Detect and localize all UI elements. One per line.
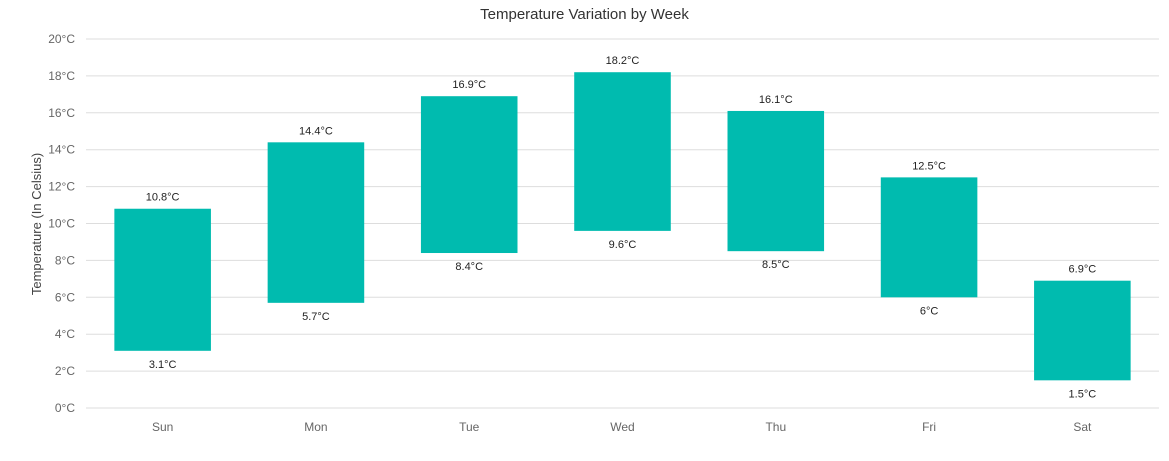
x-category-label: Mon — [304, 420, 327, 434]
high-value-label: 6.9°C — [1069, 264, 1097, 276]
x-category-label: Fri — [922, 420, 936, 434]
y-axis: 0°C 2°C 4°C 6°C 8°C 10°C 12°C 14°C 16°C 18°C 20°C — [48, 32, 75, 415]
bar-mon[interactable] — [267, 142, 365, 303]
high-value-label: 12.5°C — [912, 160, 946, 172]
low-value-label: 1.5°C — [1069, 388, 1097, 400]
chart-title: Temperature Variation by Week — [480, 6, 689, 23]
low-value-label: 8.4°C — [455, 261, 483, 273]
high-value-label: 18.2°C — [606, 55, 640, 67]
low-value-label: 5.7°C — [302, 311, 330, 323]
high-value-label: 16.9°C — [452, 79, 486, 91]
low-value-label: 3.1°C — [149, 359, 177, 371]
high-value-label: 14.4°C — [299, 125, 333, 137]
y-tick-label: 2°C — [55, 364, 75, 378]
y-tick-label: 12°C — [48, 180, 75, 194]
bar-wed[interactable] — [574, 72, 671, 231]
bar-tue[interactable] — [420, 96, 518, 254]
y-tick-label: 16°C — [48, 106, 75, 120]
y-tick-label: 0°C — [55, 401, 75, 415]
high-value-label: 10.8°C — [146, 192, 180, 204]
data-labels: 10.8°C 3.1°C 14.4°C 5.7°C 16.9°C 8.4°C 18.2°C 9… — [146, 55, 1096, 400]
y-tick-label: 10°C — [48, 217, 75, 231]
bar-sat[interactable] — [1034, 280, 1131, 381]
x-category-label: Tue — [459, 420, 480, 434]
x-category-label: Sun — [152, 420, 173, 434]
x-category-label: Sat — [1073, 420, 1092, 434]
y-tick-label: 18°C — [48, 69, 75, 83]
bar-thu[interactable] — [727, 110, 825, 252]
low-value-label: 6°C — [920, 305, 939, 317]
bar-fri[interactable] — [880, 177, 978, 298]
x-category-label: Thu — [765, 420, 786, 434]
x-axis: Sun Mon Tue Wed Thu Fri Sat — [152, 420, 1092, 434]
high-value-label: 16.1°C — [759, 94, 793, 106]
x-category-label: Wed — [610, 420, 634, 434]
bar-sun[interactable] — [114, 208, 211, 351]
y-tick-label: 20°C — [48, 32, 75, 46]
y-tick-label: 14°C — [48, 143, 75, 157]
y-tick-label: 4°C — [55, 327, 75, 341]
low-value-label: 9.6°C — [609, 239, 637, 251]
y-axis-title: Temperature (In Celsius) — [29, 153, 44, 295]
low-value-label: 8.5°C — [762, 259, 790, 271]
y-tick-label: 6°C — [55, 290, 75, 304]
bars — [114, 72, 1131, 381]
y-tick-label: 8°C — [55, 253, 75, 267]
